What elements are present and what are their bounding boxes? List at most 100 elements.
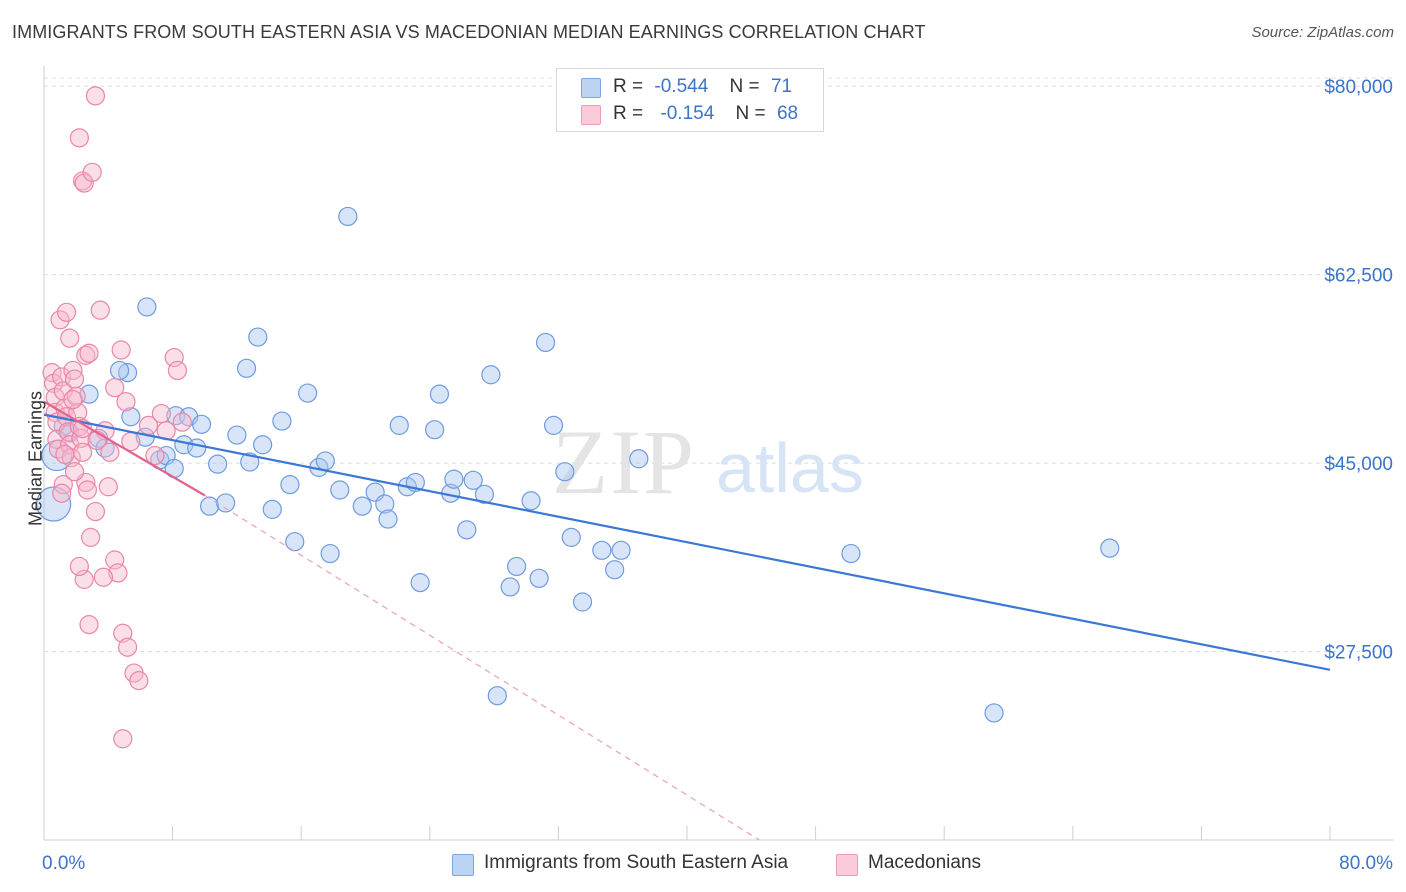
point-southeast-asia — [320, 543, 340, 564]
point-macedonian — [63, 389, 83, 410]
y-tick-label: $80,000 — [1324, 77, 1393, 98]
source-label: Source: ZipAtlas.com — [1251, 24, 1394, 41]
correlation-legend: R = -0.544 N = 71 R = -0.154 N = 68 — [556, 68, 824, 132]
point-southeast-asia — [592, 540, 612, 560]
tick-labels: $27,500 $45,000 $62,500 $80,000 0.0% 80.0% — [42, 77, 1393, 874]
point-macedonian — [117, 637, 138, 657]
trend-line-macedonians — [43, 400, 206, 497]
point-macedonian — [85, 501, 106, 522]
y-axis-label: Median Earnings — [25, 390, 46, 527]
point-southeast-asia — [298, 383, 318, 403]
point-macedonian — [66, 386, 86, 406]
point-southeast-asia — [208, 454, 228, 474]
point-macedonian — [100, 442, 120, 462]
bottom-legend-label: Immigrants from South Eastern Asia — [484, 852, 789, 873]
watermark: ZIP atlas — [552, 411, 864, 513]
watermark-atlas: atlas — [716, 429, 864, 507]
point-southeast-asia — [240, 452, 260, 472]
chart-title: IMMIGRANTS FROM SOUTH EASTERN ASIA VS MA… — [12, 22, 926, 42]
trend-lines — [43, 400, 1331, 841]
axes — [43, 66, 1394, 841]
bottom-legend-swatch-pink — [836, 854, 858, 876]
point-macedonian — [81, 527, 101, 547]
point-southeast-asia — [375, 494, 395, 514]
point-macedonian — [55, 444, 75, 465]
point-macedonian — [87, 430, 107, 451]
point-southeast-asia — [425, 420, 445, 440]
point-macedonian — [60, 328, 80, 348]
x-tick-label-max: 80.0% — [1339, 853, 1393, 874]
y-tick-label: $45,000 — [1324, 454, 1393, 475]
point-macedonian — [90, 300, 110, 320]
series-southeast-asia — [36, 206, 1120, 723]
legend-n-value: 68 — [776, 103, 799, 124]
legend-r-label: R = — [613, 103, 644, 124]
point-southeast-asia — [330, 480, 350, 500]
x-tick-label-min: 0.0% — [42, 853, 85, 874]
bottom-legend-swatch-blue — [452, 854, 474, 876]
point-southeast-asia — [338, 206, 358, 227]
point-southeast-asia — [236, 358, 257, 378]
point-macedonian — [172, 412, 192, 432]
point-macedonian — [56, 302, 77, 322]
point-southeast-asia — [227, 425, 247, 445]
y-tick-label: $62,500 — [1324, 266, 1393, 287]
point-southeast-asia — [561, 527, 581, 547]
point-southeast-asia — [216, 493, 236, 513]
point-southeast-asia — [253, 435, 273, 455]
point-southeast-asia — [352, 496, 372, 516]
point-macedonian — [85, 86, 106, 106]
point-southeast-asia — [444, 469, 464, 489]
point-macedonian — [116, 392, 136, 412]
point-southeast-asia — [474, 484, 495, 504]
point-southeast-asia — [389, 415, 409, 435]
point-southeast-asia — [487, 686, 507, 706]
point-southeast-asia — [410, 573, 430, 593]
trend-line-southeast-asia — [43, 413, 1331, 671]
point-macedonian — [76, 345, 96, 365]
point-macedonian — [64, 462, 85, 482]
legend-swatch-blue — [581, 78, 601, 98]
point-southeast-asia — [191, 414, 212, 434]
point-southeast-asia — [109, 360, 130, 381]
point-southeast-asia — [507, 556, 527, 577]
y-tick-label: $27,500 — [1324, 643, 1393, 664]
point-macedonian — [50, 310, 70, 330]
point-southeast-asia — [36, 486, 72, 522]
legend-r-value: -0.544 — [654, 76, 709, 97]
point-southeast-asia — [555, 462, 575, 482]
point-macedonian — [111, 340, 131, 360]
point-southeast-asia — [463, 470, 483, 490]
legend-swatch-pink — [581, 105, 601, 125]
point-southeast-asia — [121, 407, 141, 427]
point-macedonian — [79, 615, 99, 635]
point-southeast-asia — [137, 297, 157, 317]
point-southeast-asia — [500, 577, 520, 597]
point-macedonian — [69, 128, 89, 148]
point-macedonian — [98, 477, 118, 497]
trend-extension-macedonians — [204, 494, 760, 841]
point-southeast-asia — [285, 532, 305, 552]
point-macedonian — [93, 567, 114, 587]
point-macedonian — [64, 369, 85, 389]
point-macedonian — [77, 480, 98, 500]
series-macedonians — [42, 86, 192, 749]
point-southeast-asia — [543, 415, 564, 435]
point-southeast-asia — [262, 499, 282, 519]
legend-r-label: R = — [613, 76, 644, 97]
point-macedonian — [72, 442, 93, 462]
point-macedonian — [113, 729, 133, 749]
point-southeast-asia — [280, 475, 300, 495]
point-macedonian — [105, 378, 125, 398]
point-southeast-asia — [315, 451, 335, 471]
point-southeast-asia — [117, 363, 138, 383]
point-macedonian — [145, 445, 165, 466]
point-southeast-asia — [611, 540, 631, 560]
point-southeast-asia — [984, 703, 1004, 723]
point-southeast-asia — [248, 327, 268, 347]
point-southeast-asia — [629, 449, 649, 469]
point-macedonian — [52, 483, 72, 503]
watermark-zip: ZIP — [552, 411, 696, 513]
point-macedonian — [129, 671, 149, 691]
